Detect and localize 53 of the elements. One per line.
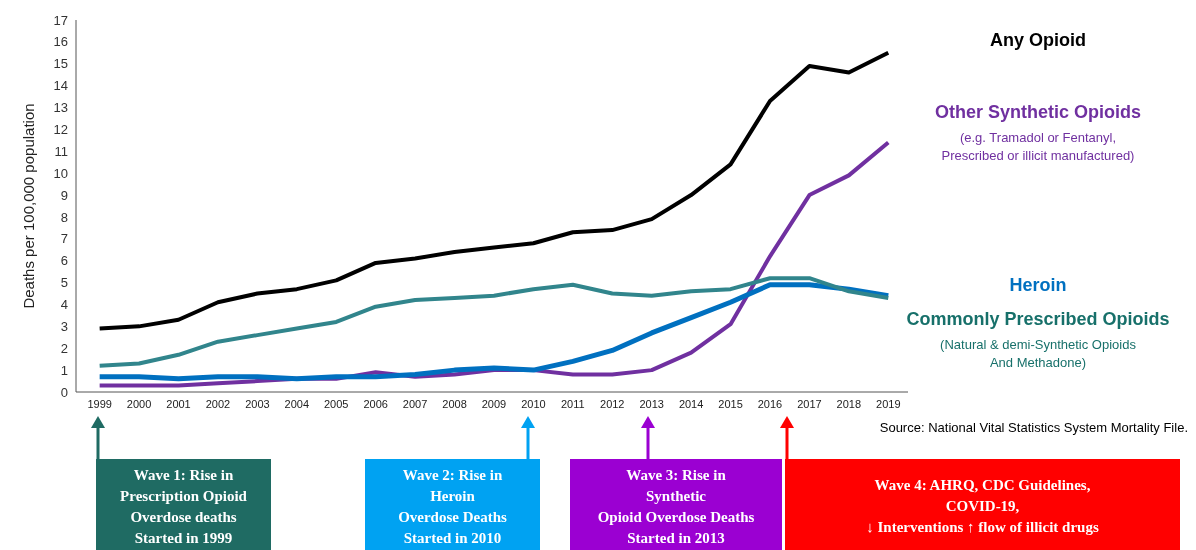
x-tick-label: 2005 <box>324 397 349 410</box>
line-series <box>97 276 891 368</box>
y-tick-label: 17 <box>53 12 68 28</box>
y-tick-label: 14 <box>53 78 68 94</box>
y-tick-label: 6 <box>60 253 68 269</box>
y-tick-label: 15 <box>53 56 68 72</box>
y-tick-label: 2 <box>60 340 68 356</box>
y-tick-label: 12 <box>53 122 68 138</box>
source-note: Source: National Vital Statistics System Mortality File. <box>879 420 1188 435</box>
y-tick-label: 8 <box>60 209 68 225</box>
x-tick-label: 2008 <box>442 397 467 410</box>
text: Wave 4: AHRQ, CDC Guidelines, COVID-19, ↓ Interventions ↑ flow of illicit drugs <box>785 459 1180 550</box>
x-tick-label: 2006 <box>363 397 388 410</box>
text: Heroin <box>1008 273 1068 296</box>
y-tick-label: 4 <box>60 297 68 313</box>
x-tick-label: 1999 <box>87 397 112 410</box>
x-tick-label: 2015 <box>718 397 743 410</box>
text: Wave 3: Rise in Synthetic Opioid Overdose Deaths Started in 2013 <box>570 459 782 550</box>
text: Wave 1: Rise in Prescription Opioid Overdose deaths Started in 1999 <box>96 459 271 550</box>
x-tick-label: 2001 <box>166 397 191 410</box>
y-tick-label: 9 <box>60 187 68 203</box>
x-tick-label: 2010 <box>521 397 546 410</box>
x-tick-label: 2004 <box>284 397 310 410</box>
x-tick-label: 2000 <box>126 397 152 410</box>
x-tick-label: 2012 <box>600 397 625 410</box>
text: (e.g. Tramadol or Fentanyl, Prescribed or illicit manufactured) <box>940 128 1136 165</box>
x-tick-label: 2011 <box>561 397 585 410</box>
text: Any Opioid <box>989 28 1087 51</box>
x-tick-label: 2017 <box>797 397 822 410</box>
y-tick-label: 11 <box>54 143 68 159</box>
x-tick-label: 2009 <box>481 397 507 410</box>
x-tick-label: 2016 <box>757 397 783 410</box>
x-tick-label: 2002 <box>205 397 231 410</box>
y-tick-label: 1 <box>60 362 68 378</box>
x-tick-label: 2014 <box>678 397 704 410</box>
y-tick-label: 16 <box>53 34 68 50</box>
x-tick-label: 2007 <box>402 397 428 410</box>
x-tick-label: 2003 <box>245 397 270 410</box>
y-tick-label: 3 <box>60 318 68 334</box>
text: Wave 2: Rise in Heroin Overdose Deaths Started in 2010 <box>365 459 540 550</box>
series-label: Commonly Prescribed Opioids <box>905 307 1171 330</box>
line-series <box>97 50 891 331</box>
x-tick-label: 2018 <box>836 397 862 410</box>
y-tick-label: 10 <box>53 165 68 181</box>
text: Other Synthetic Opioids <box>934 100 1142 123</box>
y-tick-label: 5 <box>60 275 68 291</box>
y-axis-title: Deaths per 100,000 population <box>20 103 38 309</box>
y-tick-label: 0 <box>60 384 68 400</box>
y-tick-label: 13 <box>53 100 68 116</box>
y-tick-label: 7 <box>60 231 68 247</box>
x-tick-label: 2019 <box>876 397 901 410</box>
x-tick-label: 2013 <box>639 397 664 410</box>
text: (Natural & demi-Synthetic Opioids And Methadone) <box>939 335 1137 372</box>
